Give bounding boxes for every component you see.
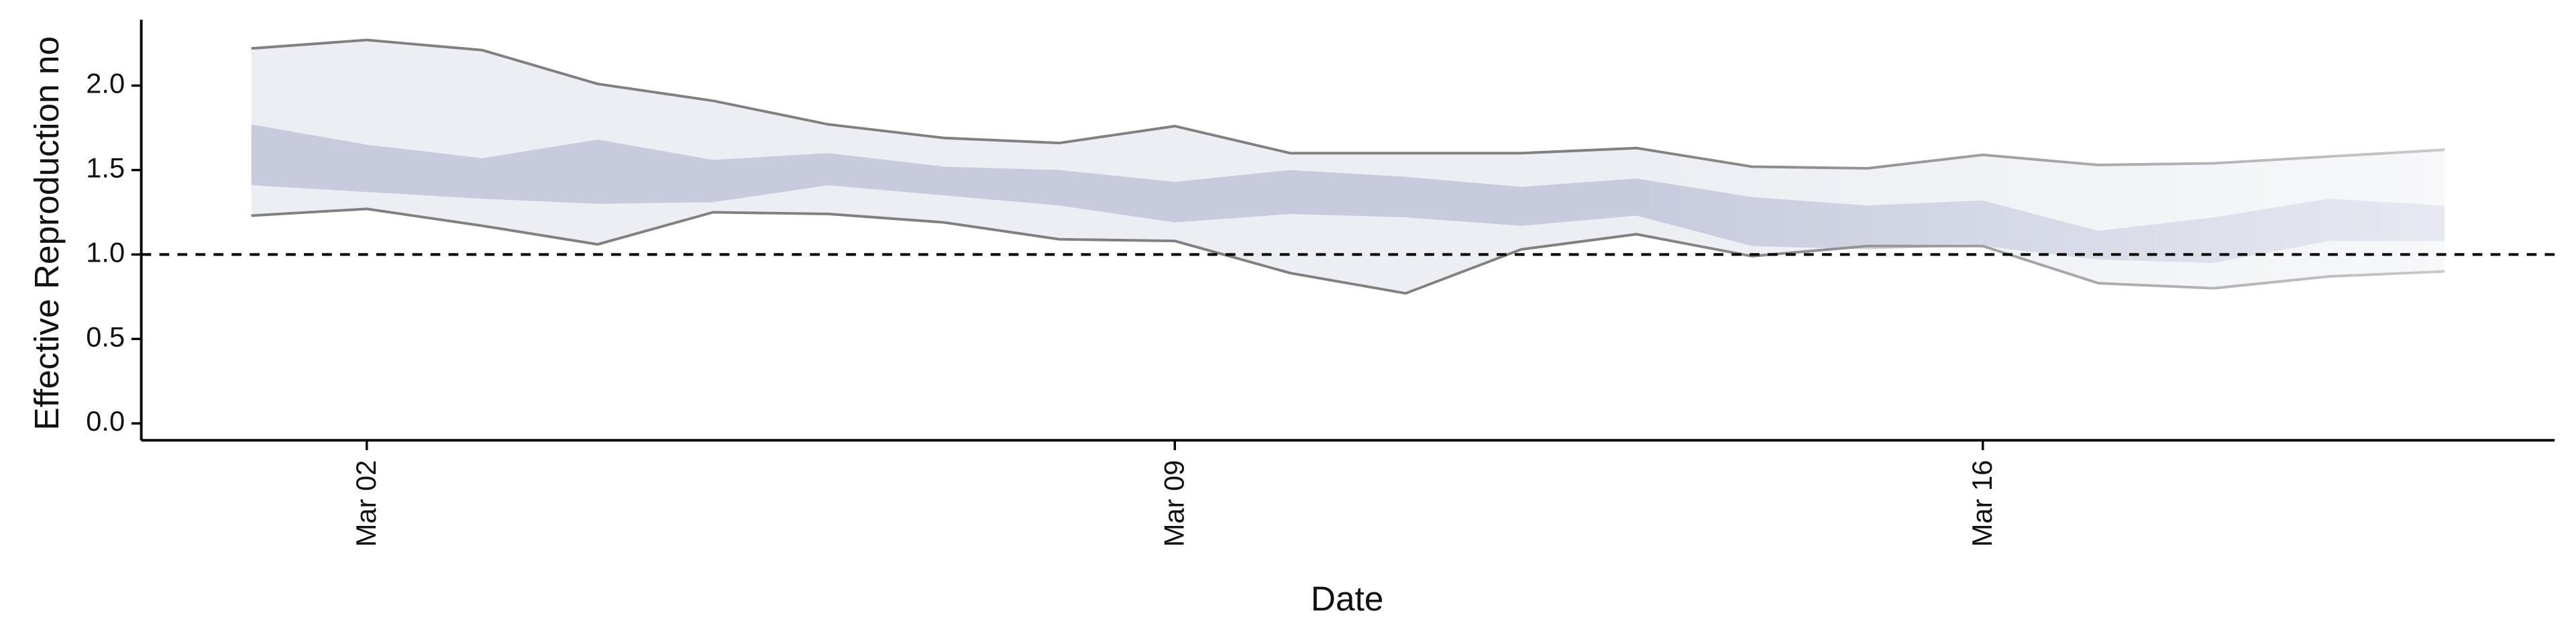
plot-area xyxy=(251,38,2445,295)
y-tick-label: 0.0 xyxy=(86,405,125,437)
x-tick-label: Mar 16 xyxy=(1966,460,1998,547)
y-tick-label: 1.5 xyxy=(86,152,125,183)
x-axis-title: Date xyxy=(1311,579,1384,618)
y-tick-label: 1.0 xyxy=(86,236,125,268)
bound-line xyxy=(251,207,2445,295)
x-tick-label: Mar 09 xyxy=(1159,460,1190,547)
bound-line xyxy=(251,38,2445,170)
y-axis-title: Effective Reproduction no xyxy=(27,36,66,431)
y-tick-label: 2.0 xyxy=(86,68,125,99)
y-tick-label: 0.5 xyxy=(86,321,125,352)
inner-band xyxy=(251,124,2445,263)
x-tick-label: Mar 02 xyxy=(350,460,382,547)
